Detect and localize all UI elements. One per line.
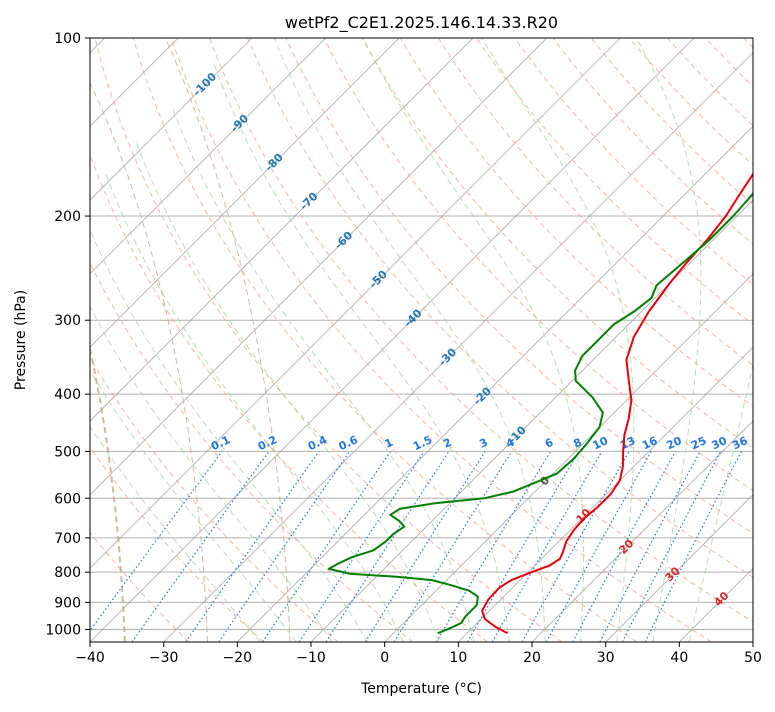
y-tick-label: 300 [54,313,81,329]
y-tick-label: 1000 [45,622,81,638]
y-tick-label: 900 [54,595,81,611]
y-tick-label: 800 [54,565,81,581]
x-tick-label: −20 [223,650,253,666]
y-tick-label: 500 [54,444,81,460]
x-tick-label: 30 [597,650,615,666]
x-tick-label: 40 [670,650,688,666]
y-tick-label: 200 [54,209,81,225]
chart-title: wetPf2_C2E1.2025.146.14.33.R20 [285,13,558,33]
y-tick-label: 400 [54,387,81,403]
x-tick-label: 20 [523,650,541,666]
x-tick-label: 0 [380,650,389,666]
y-tick-label: 700 [54,531,81,547]
x-tick-label: 10 [449,650,467,666]
x-tick-label: −30 [149,650,179,666]
x-tick-label: −10 [296,650,326,666]
x-tick-label: −40 [75,650,105,666]
y-axis-title: Pressure (hPa) [13,290,29,390]
x-axis-title: Temperature (°C) [360,681,482,697]
x-tick-label: 50 [744,650,762,666]
y-tick-label: 100 [54,31,81,47]
y-tick-label: 600 [54,491,81,507]
